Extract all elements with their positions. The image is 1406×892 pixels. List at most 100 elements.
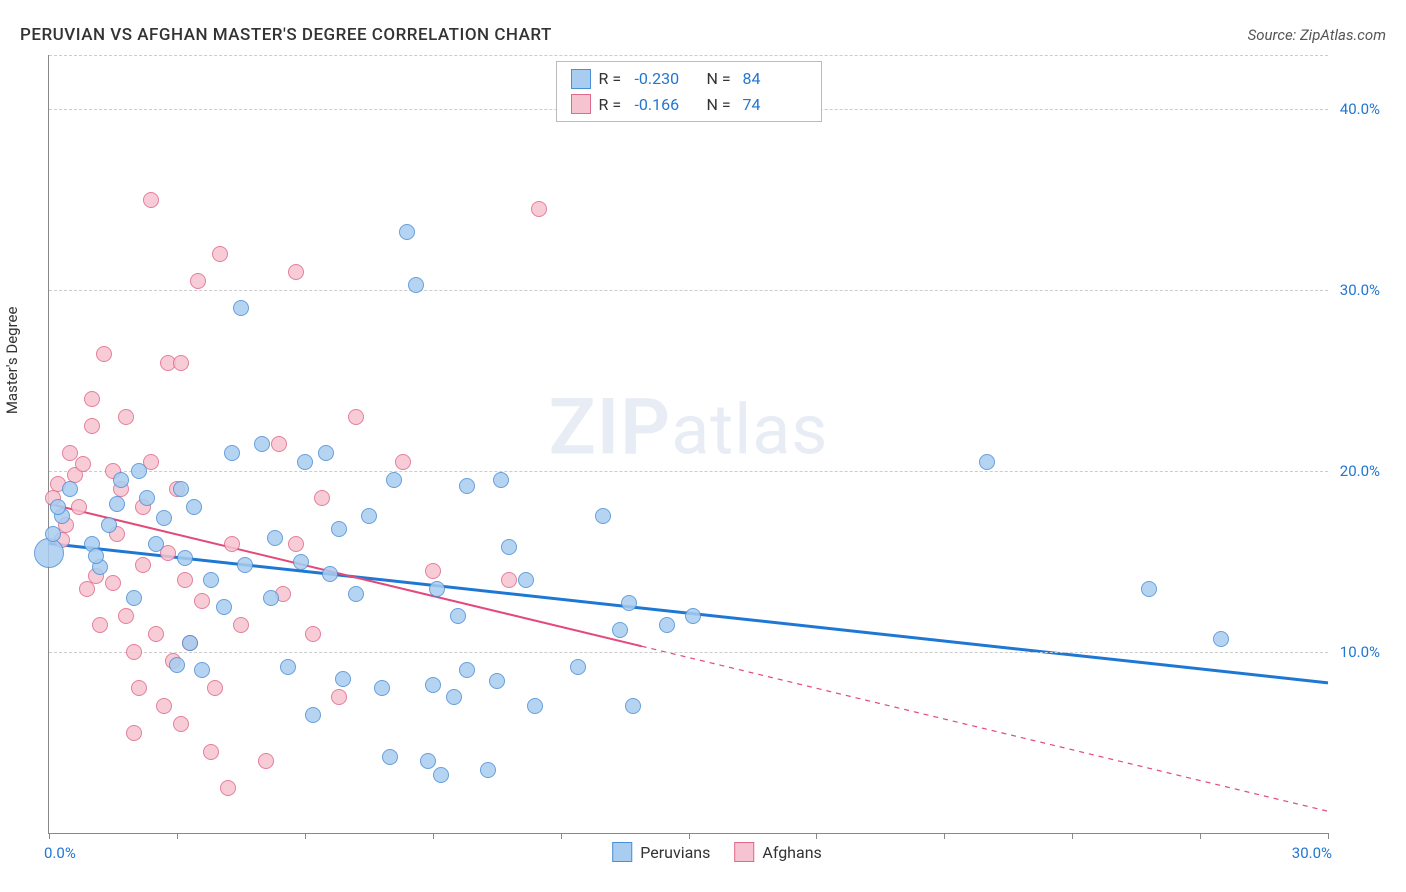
y-tick-label: 30.0% xyxy=(1332,281,1380,299)
legend-swatch xyxy=(734,842,754,862)
gridline xyxy=(49,290,1328,291)
scatter-point-afghans xyxy=(84,418,100,434)
scatter-point-peruvians xyxy=(280,659,296,675)
scatter-point-peruvians xyxy=(621,595,637,611)
chart-title: PERUVIAN VS AFGHAN MASTER'S DEGREE CORRE… xyxy=(20,25,552,45)
x-axis-min-label: 0.0% xyxy=(44,844,76,862)
legend-label: Peruvians xyxy=(640,843,710,862)
legend-correlation: R =-0.230N =84R =-0.166N =74 xyxy=(556,61,822,122)
scatter-point-peruvians xyxy=(399,224,415,240)
r-label: R = xyxy=(599,66,627,92)
scatter-point-peruvians xyxy=(501,539,517,555)
y-axis-title: Master's Degree xyxy=(3,306,21,414)
scatter-point-peruvians xyxy=(50,499,66,515)
scatter-point-afghans xyxy=(271,436,287,452)
scatter-point-peruvians xyxy=(224,445,240,461)
scatter-point-peruvians xyxy=(459,662,475,678)
legend-row-afghans: R =-0.166N =74 xyxy=(571,92,807,118)
scatter-point-afghans xyxy=(425,563,441,579)
legend-swatch xyxy=(571,69,591,89)
scatter-point-peruvians xyxy=(425,677,441,693)
trend-lines xyxy=(49,55,1328,833)
scatter-point-peruvians xyxy=(216,599,232,615)
scatter-point-peruvians xyxy=(237,557,253,573)
scatter-point-peruvians xyxy=(254,436,270,452)
scatter-point-peruvians xyxy=(420,753,436,769)
scatter-point-peruvians xyxy=(685,608,701,624)
scatter-point-peruvians xyxy=(1141,581,1157,597)
scatter-point-peruvians xyxy=(131,463,147,479)
scatter-point-afghans xyxy=(173,355,189,371)
scatter-point-peruvians xyxy=(331,521,347,537)
scatter-point-peruvians xyxy=(203,572,219,588)
scatter-point-afghans xyxy=(331,689,347,705)
scatter-point-afghans xyxy=(288,536,304,552)
chart-container: Master's Degree ZIPatlas R =-0.230N =84R… xyxy=(48,55,1386,862)
scatter-point-afghans xyxy=(118,608,134,624)
scatter-point-afghans xyxy=(224,536,240,552)
scatter-point-peruvians xyxy=(433,767,449,783)
n-value: 74 xyxy=(743,92,807,118)
source-attribution: Source: ZipAtlas.com xyxy=(1248,26,1386,44)
scatter-point-afghans xyxy=(395,454,411,470)
scatter-point-peruvians xyxy=(459,478,475,494)
scatter-point-afghans xyxy=(531,201,547,217)
scatter-point-peruvians xyxy=(297,454,313,470)
scatter-point-afghans xyxy=(203,744,219,760)
scatter-point-peruvians xyxy=(182,635,198,651)
scatter-point-peruvians xyxy=(62,481,78,497)
scatter-point-peruvians xyxy=(518,572,534,588)
scatter-point-peruvians xyxy=(612,622,628,638)
scatter-point-afghans xyxy=(348,409,364,425)
scatter-point-afghans xyxy=(143,192,159,208)
scatter-point-peruvians xyxy=(156,510,172,526)
scatter-point-peruvians xyxy=(429,581,445,597)
scatter-point-peruvians xyxy=(570,659,586,675)
watermark: ZIPatlas xyxy=(549,383,829,474)
scatter-point-peruvians xyxy=(109,496,125,512)
plot-area: ZIPatlas R =-0.230N =84R =-0.166N =74 10… xyxy=(48,55,1328,834)
scatter-point-peruvians xyxy=(527,698,543,714)
scatter-point-afghans xyxy=(258,753,274,769)
scatter-point-peruvians xyxy=(194,662,210,678)
x-axis-max-label: 30.0% xyxy=(1292,844,1332,862)
scatter-point-afghans xyxy=(173,716,189,732)
scatter-point-peruvians xyxy=(374,680,390,696)
scatter-point-peruvians xyxy=(659,617,675,633)
header: PERUVIAN VS AFGHAN MASTER'S DEGREE CORRE… xyxy=(20,20,1386,50)
scatter-point-peruvians xyxy=(126,590,142,606)
scatter-point-afghans xyxy=(96,346,112,362)
y-tick-label: 10.0% xyxy=(1332,643,1380,661)
scatter-point-afghans xyxy=(105,575,121,591)
r-value: -0.166 xyxy=(635,92,699,118)
scatter-point-peruvians xyxy=(177,550,193,566)
scatter-point-peruvians xyxy=(267,530,283,546)
y-tick-label: 20.0% xyxy=(1332,462,1380,480)
scatter-point-peruvians xyxy=(386,472,402,488)
scatter-point-peruvians xyxy=(318,445,334,461)
scatter-point-peruvians xyxy=(335,671,351,687)
scatter-point-afghans xyxy=(92,617,108,633)
scatter-point-afghans xyxy=(156,698,172,714)
scatter-point-peruvians xyxy=(979,454,995,470)
trendline-afghans-extrapolated xyxy=(642,646,1328,811)
scatter-point-afghans xyxy=(75,456,91,472)
scatter-point-afghans xyxy=(118,409,134,425)
scatter-point-peruvians xyxy=(382,749,398,765)
scatter-point-peruvians xyxy=(186,499,202,515)
scatter-point-peruvians xyxy=(493,472,509,488)
scatter-point-afghans xyxy=(177,572,193,588)
scatter-point-afghans xyxy=(501,572,517,588)
scatter-point-peruvians xyxy=(446,689,462,705)
scatter-point-afghans xyxy=(207,680,223,696)
scatter-point-afghans xyxy=(212,246,228,262)
scatter-point-peruvians xyxy=(34,538,64,568)
scatter-point-afghans xyxy=(135,557,151,573)
scatter-point-peruvians xyxy=(305,707,321,723)
legend-item-peruvians: Peruvians xyxy=(612,842,710,862)
scatter-point-afghans xyxy=(190,273,206,289)
scatter-point-afghans xyxy=(71,499,87,515)
scatter-point-peruvians xyxy=(1213,631,1229,647)
scatter-point-peruvians xyxy=(101,517,117,533)
scatter-point-afghans xyxy=(314,490,330,506)
